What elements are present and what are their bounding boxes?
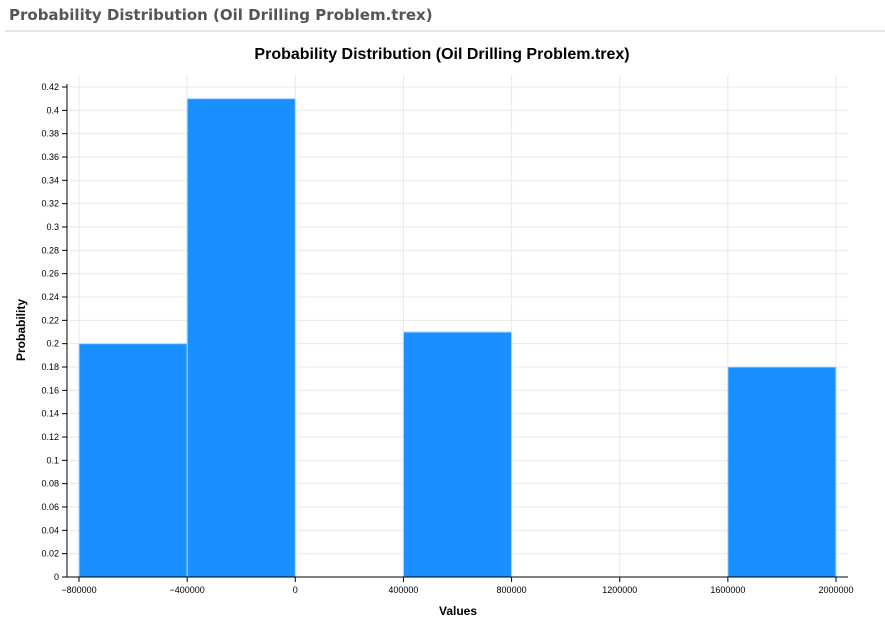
y-tick-label: 0.36 [41,152,59,162]
y-tick-label: 0.18 [41,362,59,372]
x-tick-label: −400000 [169,585,204,595]
y-tick-label: 0.1 [46,455,59,465]
chart-title: Probability Distribution (Oil Drilling P… [254,46,629,63]
histogram-bar [78,343,188,578]
x-tick-label: 1600000 [710,585,745,595]
y-tick-label: 0.32 [41,199,59,209]
x-tick-label: 1200000 [602,585,637,595]
y-tick-label: 0.16 [41,385,59,395]
y-tick-label: 0.28 [41,245,59,255]
x-tick-label: 800000 [497,585,527,595]
y-tick-label: 0.2 [46,339,59,349]
histogram-bar [727,366,837,578]
histogram-bar [186,98,296,578]
x-axis-label: Values [439,604,477,618]
histogram-bar [402,331,513,578]
y-tick-label: 0 [54,572,59,582]
y-axis-label: Probability [14,299,28,361]
y-tick-label: 0.42 [41,82,59,92]
header-divider [5,30,885,32]
y-tick-label: 0.3 [46,222,59,232]
y-tick-label: 0.14 [41,409,59,419]
y-tick-label: 0.12 [41,432,59,442]
y-tick-label: 0.34 [41,175,59,185]
y-tick-label: 0.4 [46,105,59,115]
y-tick-label: 0.02 [41,549,59,559]
y-tick-label: 0.22 [41,315,59,325]
y-tick-label: 0.08 [41,479,59,489]
y-tick-label: 0.38 [41,129,59,139]
y-tick-label: 0.24 [41,292,59,302]
y-tick-label: 0.26 [41,269,59,279]
x-tick-label: −800000 [61,585,96,595]
x-tick-label: 400000 [388,585,418,595]
x-tick-label: 2000000 [818,585,853,595]
x-tick-label: 0 [293,585,298,595]
panel-title: Probability Distribution (Oil Drilling P… [9,6,433,24]
y-tick-label: 0.04 [41,525,59,535]
y-tick-label: 0.06 [41,502,59,512]
